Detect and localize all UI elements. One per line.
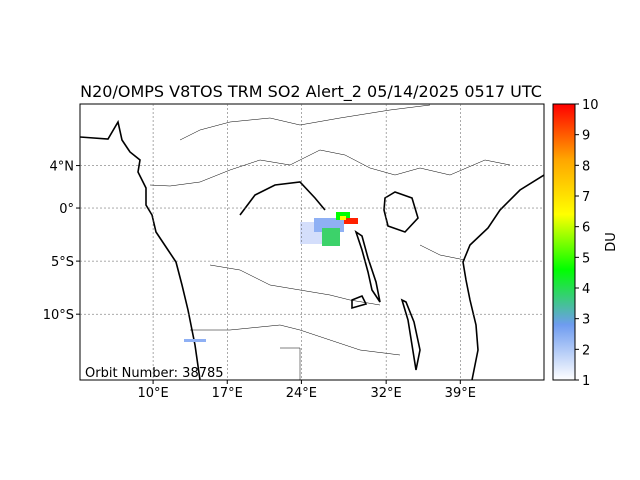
x-tick-label: 17°E	[212, 386, 243, 401]
colorbar-tick-label: 1	[582, 374, 590, 389]
map-frame	[79, 103, 545, 381]
x-tick-label: 24°E	[286, 386, 317, 401]
colorbar-tick-label: 3	[582, 313, 590, 328]
colorbar-tick-label: 9	[582, 129, 590, 144]
orbit-annotation: Orbit Number: 38785	[85, 366, 224, 381]
colorbar-tick-label: 6	[582, 221, 590, 236]
colorbar-label: DU	[604, 232, 619, 252]
colorbar-tick-label: 4	[582, 282, 590, 297]
colorbar-tick-label: 5	[582, 251, 590, 266]
x-tick-label: 39°E	[445, 386, 476, 401]
colorbar	[552, 103, 576, 381]
colorbar-tick-label: 10	[582, 98, 599, 113]
map-title: N20/OMPS V8TOS TRM SO2 Alert_2 05/14/202…	[80, 82, 542, 102]
x-tick-label: 10°E	[137, 386, 168, 401]
y-tick-label: 0°	[59, 202, 74, 217]
y-tick-label: 10°S	[43, 308, 74, 323]
basemap	[80, 104, 544, 380]
colorbar-tick-label: 7	[582, 190, 590, 205]
colorbar-tick-label: 8	[582, 159, 590, 174]
y-tick-label: 5°S	[51, 255, 74, 270]
colorbar-tick-label: 2	[582, 343, 590, 358]
x-tick-label: 32°E	[371, 386, 402, 401]
y-tick-label: 4°N	[50, 160, 75, 175]
so2-plume	[184, 212, 358, 342]
